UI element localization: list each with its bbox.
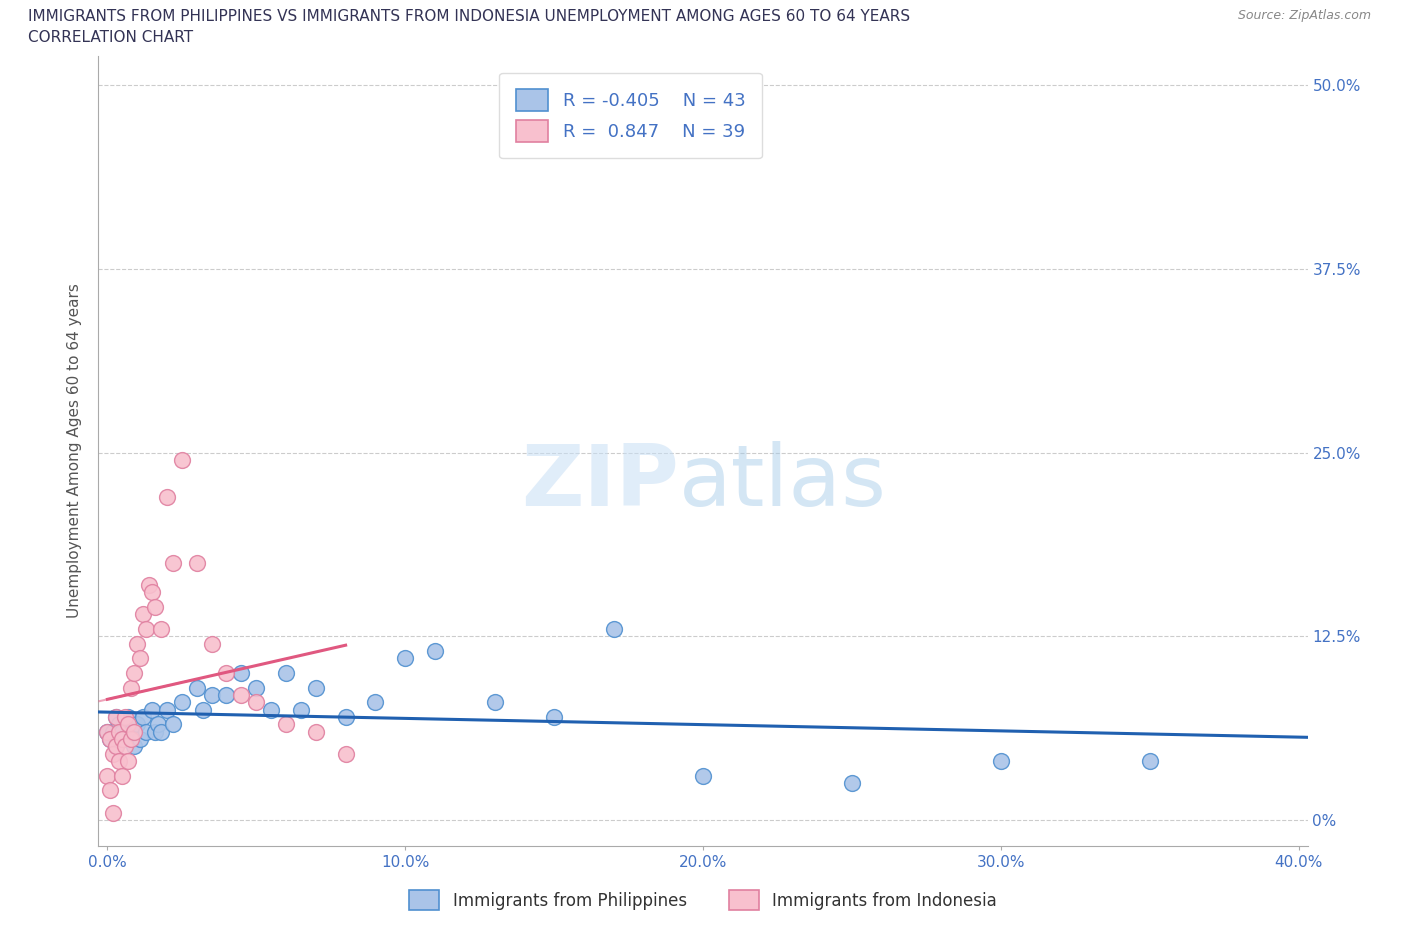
Point bbox=[114, 739, 136, 754]
Point bbox=[117, 710, 139, 724]
Point bbox=[245, 680, 267, 695]
Point bbox=[135, 724, 157, 739]
Point bbox=[108, 717, 131, 732]
Legend: Immigrants from Philippines, Immigrants from Indonesia: Immigrants from Philippines, Immigrants … bbox=[402, 884, 1004, 917]
Text: atlas: atlas bbox=[679, 441, 887, 525]
Point bbox=[103, 805, 125, 820]
Point bbox=[105, 710, 128, 724]
Point bbox=[122, 724, 145, 739]
Point bbox=[162, 555, 184, 570]
Point bbox=[231, 687, 253, 702]
Point bbox=[120, 732, 142, 747]
Point bbox=[170, 695, 193, 710]
Point bbox=[105, 710, 128, 724]
Point bbox=[105, 739, 128, 754]
Point bbox=[305, 724, 328, 739]
Point bbox=[132, 606, 155, 621]
Point bbox=[138, 578, 160, 592]
Point bbox=[122, 666, 145, 681]
Point bbox=[231, 666, 253, 681]
Point bbox=[394, 651, 416, 666]
Point bbox=[96, 724, 118, 739]
Point bbox=[1139, 753, 1161, 768]
Point bbox=[335, 710, 357, 724]
Point bbox=[245, 695, 267, 710]
Point bbox=[484, 695, 506, 710]
Point bbox=[111, 724, 134, 739]
Point bbox=[170, 452, 193, 467]
Point bbox=[990, 753, 1012, 768]
Point bbox=[105, 739, 128, 754]
Point bbox=[103, 724, 125, 739]
Point bbox=[692, 768, 714, 783]
Point bbox=[162, 717, 184, 732]
Point bbox=[143, 599, 166, 614]
Point bbox=[149, 724, 172, 739]
Point bbox=[335, 746, 357, 761]
Point bbox=[305, 680, 328, 695]
Point bbox=[156, 702, 179, 717]
Point bbox=[122, 739, 145, 754]
Text: IMMIGRANTS FROM PHILIPPINES VS IMMIGRANTS FROM INDONESIA UNEMPLOYMENT AMONG AGES: IMMIGRANTS FROM PHILIPPINES VS IMMIGRANT… bbox=[28, 9, 910, 24]
Point bbox=[841, 776, 863, 790]
Point bbox=[290, 702, 312, 717]
Point bbox=[200, 636, 222, 651]
Point bbox=[364, 695, 387, 710]
Point bbox=[111, 768, 134, 783]
Point bbox=[156, 489, 179, 504]
Point bbox=[132, 710, 155, 724]
Point bbox=[117, 717, 139, 732]
Point bbox=[149, 621, 172, 636]
Legend: R = -0.405    N = 43, R =  0.847    N = 39: R = -0.405 N = 43, R = 0.847 N = 39 bbox=[499, 73, 762, 158]
Point bbox=[108, 724, 131, 739]
Point bbox=[103, 746, 125, 761]
Text: ZIP: ZIP bbox=[522, 441, 679, 525]
Point bbox=[135, 621, 157, 636]
Point bbox=[114, 732, 136, 747]
Point bbox=[111, 732, 134, 747]
Point bbox=[127, 636, 149, 651]
Point bbox=[260, 702, 283, 717]
Point bbox=[120, 680, 142, 695]
Point bbox=[117, 753, 139, 768]
Point bbox=[120, 724, 142, 739]
Point bbox=[143, 724, 166, 739]
Point bbox=[274, 666, 297, 681]
Point bbox=[602, 621, 624, 636]
Point bbox=[543, 710, 565, 724]
Point bbox=[129, 651, 152, 666]
Point bbox=[114, 710, 136, 724]
Point bbox=[96, 768, 118, 783]
Point bbox=[108, 753, 131, 768]
Point bbox=[186, 680, 208, 695]
Point bbox=[98, 732, 121, 747]
Point bbox=[186, 555, 208, 570]
Point bbox=[215, 687, 238, 702]
Point bbox=[141, 585, 163, 600]
Text: Source: ZipAtlas.com: Source: ZipAtlas.com bbox=[1237, 9, 1371, 22]
Point bbox=[215, 666, 238, 681]
Text: CORRELATION CHART: CORRELATION CHART bbox=[28, 30, 193, 45]
Point bbox=[98, 783, 121, 798]
Y-axis label: Unemployment Among Ages 60 to 64 years: Unemployment Among Ages 60 to 64 years bbox=[67, 284, 83, 618]
Point bbox=[274, 717, 297, 732]
Point bbox=[98, 732, 121, 747]
Point bbox=[191, 702, 214, 717]
Point bbox=[146, 717, 169, 732]
Point bbox=[129, 732, 152, 747]
Point bbox=[127, 717, 149, 732]
Point bbox=[423, 644, 446, 658]
Point bbox=[141, 702, 163, 717]
Point bbox=[200, 687, 222, 702]
Point bbox=[96, 724, 118, 739]
